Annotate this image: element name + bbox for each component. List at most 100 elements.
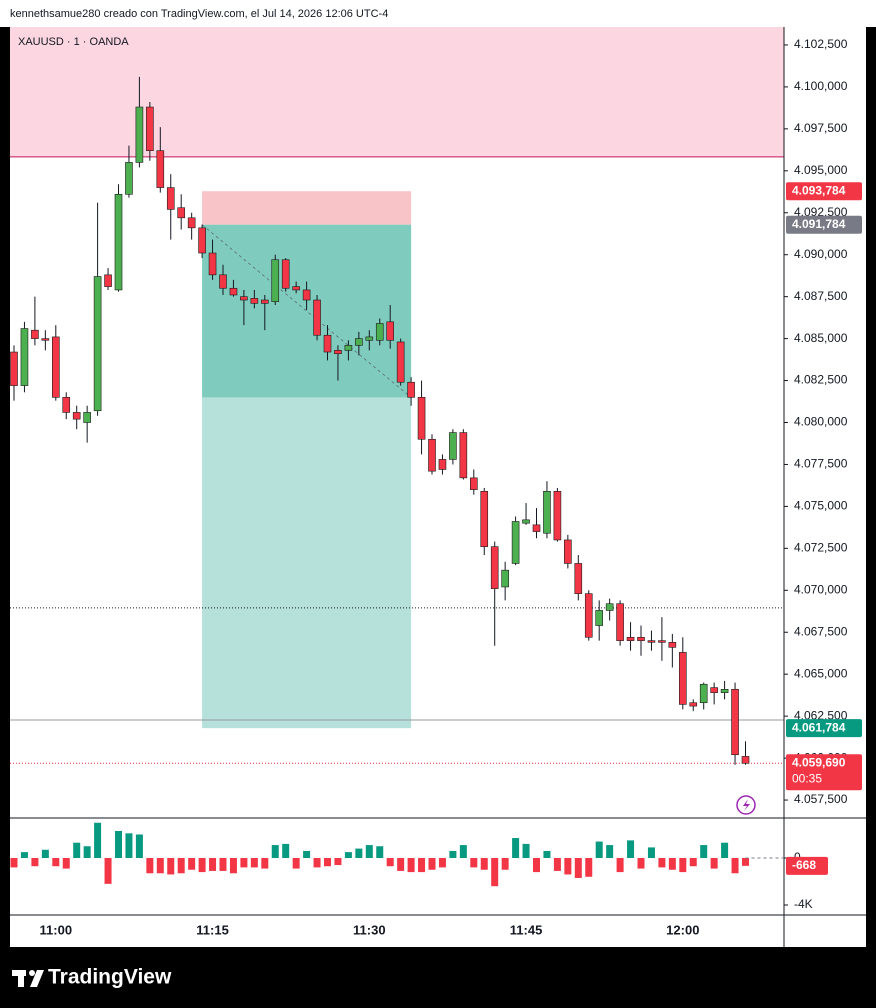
- candle-body: [490, 546, 499, 589]
- candle-body: [438, 459, 447, 470]
- candle-body: [396, 341, 405, 383]
- volume-bar: [522, 843, 530, 858]
- candle-body: [281, 259, 290, 289]
- candle-body: [344, 345, 353, 351]
- candle-body: [626, 636, 635, 641]
- logo-dot: [29, 970, 35, 976]
- candle-body: [386, 321, 395, 341]
- y-tick-label: 4.067,500: [794, 624, 848, 638]
- volume-bar: [365, 845, 373, 858]
- candle-body: [741, 756, 750, 764]
- y-tick-label: 4.057,500: [794, 792, 848, 806]
- volume-bar: [637, 857, 645, 869]
- volume-bar: [397, 857, 405, 871]
- volume-bar: [292, 857, 300, 869]
- volume-bar: [491, 857, 499, 887]
- x-tick-label: 11:15: [196, 922, 229, 937]
- y-tick-label: 4.095,000: [794, 163, 848, 177]
- candle-body: [177, 207, 185, 219]
- candle-body: [323, 334, 332, 353]
- y-tick-label: 4.087,500: [794, 289, 848, 303]
- volume-bar: [449, 850, 457, 858]
- candle-body: [595, 610, 604, 626]
- candle-body: [469, 477, 478, 490]
- y-tick-label: 4.102,500: [794, 37, 848, 51]
- volume-bar: [386, 857, 394, 867]
- candle-body: [198, 227, 206, 254]
- volume-bar: [355, 848, 363, 858]
- candle-body: [20, 328, 29, 386]
- y-tick-label: 4.097,500: [794, 121, 848, 135]
- candle-body: [407, 381, 415, 398]
- header-text: kennethsamue280 creado con TradingView.c…: [10, 8, 388, 20]
- y-tick-label: -4K: [794, 897, 813, 911]
- candle-body: [731, 688, 739, 756]
- volume-bar: [742, 857, 749, 866]
- volume-bar: [543, 850, 551, 858]
- price-label: 4.093,784: [792, 183, 846, 197]
- volume-bar: [647, 847, 655, 858]
- price-label-box: [786, 754, 862, 791]
- x-tick-label: 11:45: [510, 922, 543, 937]
- price-label-box: [786, 215, 862, 234]
- volume-bar: [240, 857, 248, 868]
- volume-bar: [261, 857, 269, 869]
- volume-bar: [344, 852, 352, 858]
- price-label: 4.061,784: [792, 720, 846, 734]
- volume-bar: [94, 822, 102, 858]
- candle-body: [574, 563, 583, 594]
- candle-body: [83, 412, 91, 423]
- header-bar: [0, 0, 876, 27]
- candle-body: [658, 640, 666, 643]
- volume-bar: [250, 857, 258, 868]
- volume-bar: [167, 857, 175, 875]
- volume-bar: [679, 857, 687, 873]
- volume-bar: [73, 842, 81, 858]
- y-tick-label: 4.082,500: [794, 373, 848, 387]
- y-tick-label: 4.075,000: [794, 499, 848, 513]
- candle-body: [480, 490, 489, 547]
- alert-bolt: [743, 799, 750, 811]
- volume-bar: [731, 857, 739, 874]
- volume-bar: [668, 857, 676, 870]
- price-label: 4.091,784: [792, 217, 846, 231]
- price-label-box: [786, 719, 862, 738]
- volume-bar: [459, 845, 467, 858]
- volume-bar: [553, 857, 561, 871]
- candle-body: [125, 162, 133, 195]
- volume-bar: [480, 857, 488, 870]
- candle-body: [208, 252, 217, 276]
- candle-body: [417, 397, 426, 440]
- y-tick-label: 4.090,000: [794, 247, 848, 261]
- stop-zone: [202, 191, 412, 225]
- y-tick-label: 4.065,000: [794, 666, 848, 680]
- chart-area: [10, 27, 866, 947]
- open-pnl-zone: [202, 224, 412, 398]
- volume-bar: [271, 845, 279, 858]
- volume-bar: [104, 857, 112, 884]
- volume-bar: [721, 842, 729, 858]
- y-tick-label: 4.080,000: [794, 415, 848, 429]
- candle-body: [689, 702, 698, 707]
- candle-body: [532, 524, 541, 532]
- candle-body: [564, 539, 572, 564]
- volume-bar: [41, 849, 49, 858]
- candle-body: [637, 636, 645, 641]
- volume-bar: [313, 857, 321, 868]
- symbol-title: XAUUSD · 1 · OANDA: [18, 36, 129, 48]
- volume-bar: [627, 840, 635, 858]
- volume-bar: [219, 857, 227, 871]
- x-tick-label: 11:30: [353, 922, 386, 937]
- volume-bar: [334, 857, 342, 866]
- candle-body: [93, 276, 102, 412]
- volume-bar: [418, 857, 426, 873]
- candle-body: [616, 603, 624, 641]
- candle-body: [313, 299, 321, 336]
- alert-icon: [736, 795, 756, 815]
- volume-bar: [689, 857, 697, 867]
- y-tick-label: 4.070,000: [794, 582, 848, 596]
- volume-bar: [585, 857, 593, 877]
- candle-body: [553, 490, 562, 541]
- logo-stem: [18, 970, 24, 987]
